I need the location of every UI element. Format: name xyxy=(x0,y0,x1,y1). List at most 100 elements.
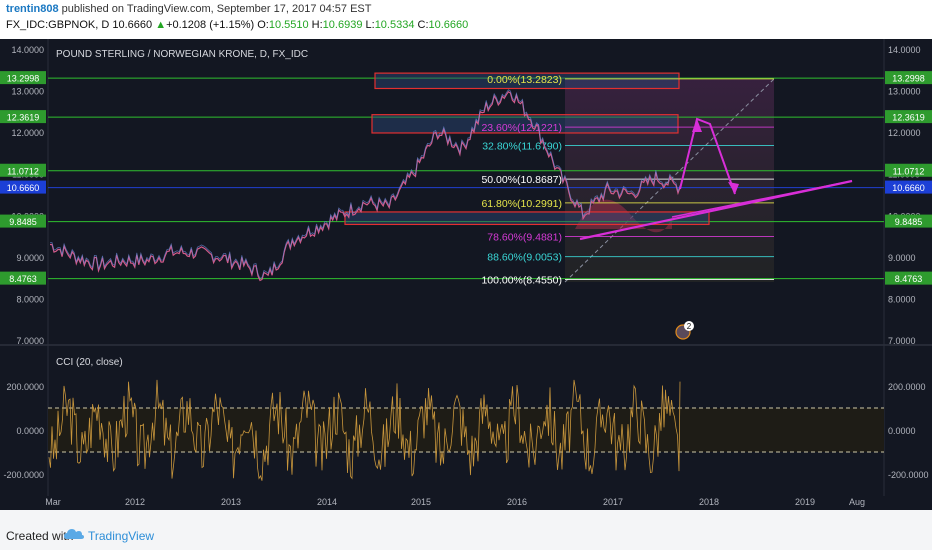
published-text: published on TradingView.com, September … xyxy=(61,3,372,15)
cci-title: CCI (20, close) xyxy=(56,357,123,368)
x-tick-label: 2017 xyxy=(603,497,623,507)
price-label-text: 12.3619 xyxy=(7,113,40,123)
last-price: 10.6660 xyxy=(112,19,153,31)
projection-arrow-path[interactable] xyxy=(679,117,736,195)
price-line-shadow xyxy=(50,89,681,279)
price-label-box xyxy=(0,214,46,228)
cci-series xyxy=(48,379,681,481)
symbol-name: FX_IDC:GBPNOK, D xyxy=(6,19,110,31)
fib-level-label: 78.60%(9.4881) xyxy=(487,232,562,244)
x-tick-label: 2013 xyxy=(221,497,241,507)
chart-frame[interactable]: 0.00%(13.2823) 23.60%(12.1221) 32.80%(11.6… xyxy=(0,39,932,510)
price-label-box xyxy=(885,214,932,228)
trendline-upper[interactable] xyxy=(671,180,853,218)
cci-y-tick-right: 0.0000 xyxy=(888,426,916,436)
price-label-text: 13.2998 xyxy=(892,74,925,84)
price-label-text: 10.6660 xyxy=(7,183,40,193)
footer: Created with TradingView xyxy=(0,510,932,550)
fib-level-label: 88.60%(9.0053) xyxy=(487,252,562,264)
y-tick-right: 14.0000 xyxy=(888,45,921,55)
price-label-text: 8.4763 xyxy=(9,274,37,284)
price-line xyxy=(50,90,681,282)
close-label: C: xyxy=(417,19,429,31)
author-link[interactable]: trentin808 xyxy=(6,3,59,15)
price-label-text: 11.0712 xyxy=(893,166,925,176)
cci-y-tick-left: 200.0000 xyxy=(6,382,44,392)
price-label-box xyxy=(0,180,46,194)
open-value: 10.5510 xyxy=(268,19,309,31)
price-label-text: 11.0712 xyxy=(7,166,39,176)
fibonacci-retracement: 0.00%(13.2823) 23.60%(12.1221) 32.80%(11.6… xyxy=(481,74,774,287)
x-tick-label: 2015 xyxy=(411,497,431,507)
price-label-box xyxy=(885,110,932,124)
price-label-box xyxy=(0,271,46,285)
cci-y-tick-right: -200.0000 xyxy=(888,470,929,480)
y-tick-left: 14.0000 xyxy=(11,45,44,55)
price-series xyxy=(50,89,681,282)
fib-level-label: 32.80%(11.6790) xyxy=(482,140,562,152)
open-label: O: xyxy=(257,19,269,31)
high-value: 10.6939 xyxy=(322,19,363,31)
cci-line xyxy=(48,379,681,481)
price-label-text: 12.3619 xyxy=(892,113,925,123)
price-label-text: 9.8485 xyxy=(895,217,923,227)
y-tick-left: 12.0000 xyxy=(11,128,44,138)
cci-y-tick-right: 200.0000 xyxy=(888,382,926,392)
fib-level-label: 23.60%(12.1221) xyxy=(481,122,562,134)
arrow-up-head-icon xyxy=(692,119,702,132)
zone-box[interactable] xyxy=(374,72,680,90)
horizontal-lines xyxy=(48,77,884,280)
y-tick-left: 9.0000 xyxy=(16,253,44,263)
y-tick-right: 7.0000 xyxy=(888,336,916,346)
fib-level-label: 61.80%(10.2991) xyxy=(481,198,562,210)
price-label-text: 10.6660 xyxy=(892,183,925,193)
price-label-box xyxy=(885,71,932,85)
tradingview-brand-link[interactable]: TradingView xyxy=(88,529,155,543)
close-value: 10.6660 xyxy=(428,19,469,31)
x-tick-label: Mar xyxy=(45,497,61,507)
low-value: 10.5334 xyxy=(374,19,415,31)
x-axis-ticks: Mar 2012 2013 2014 2015 2016 2017 2018 2019 Aug xyxy=(45,497,865,507)
price-labels: 13.2998 13.2998 12.3619 12.3619 11.0712 11.07… xyxy=(0,71,932,285)
fib-level-label: 0.00%(13.2823) xyxy=(487,74,562,86)
publish-line: trentin808 published on TradingView.com,… xyxy=(6,3,371,15)
event-count-badge xyxy=(684,321,694,331)
x-tick-label: 2014 xyxy=(317,497,337,507)
y-tick-right: 8.0000 xyxy=(888,294,916,304)
price-label-text: 13.2998 xyxy=(7,74,40,84)
fib-level-label: 100.00%(8.4550) xyxy=(481,275,562,287)
y-tick-left: 7.0000 xyxy=(16,336,44,346)
price-change: +0.1208 (+1.15%) xyxy=(166,19,255,31)
low-label: L: xyxy=(365,19,375,31)
y-tick-right: 9.0000 xyxy=(888,253,916,263)
y-tick-left: 8.0000 xyxy=(16,294,44,304)
symbol-line: FX_IDC:GBPNOK, D 10.6660 ▲+0.1208 (+1.15… xyxy=(6,19,468,31)
price-label-box xyxy=(885,163,932,177)
fib-level-label: 50.00%(10.8687) xyxy=(481,174,562,186)
arrow-down-head-icon xyxy=(728,182,739,194)
price-label-box xyxy=(0,71,46,85)
x-tick-label: 2018 xyxy=(699,497,719,507)
price-label-text: 8.4763 xyxy=(895,274,923,284)
chart-title: POUND STERLING / NORWEGIAN KRONE, D, FX_… xyxy=(56,49,308,60)
x-tick-label: 2012 xyxy=(125,497,145,507)
price-label-box xyxy=(0,110,46,124)
created-with-text: Created with xyxy=(6,529,74,543)
x-tick-label: 2019 xyxy=(795,497,815,507)
x-tick-label: Aug xyxy=(849,497,865,507)
price-chart[interactable]: 0.00%(13.2823) 23.60%(12.1221) 32.80%(11.6… xyxy=(0,39,932,510)
y-tick-right: 13.0000 xyxy=(888,87,921,97)
price-label-box xyxy=(885,180,932,194)
cci-y-tick-left: 0.0000 xyxy=(16,426,44,436)
zone-box[interactable] xyxy=(344,211,710,226)
up-triangle-icon: ▲ xyxy=(155,19,167,31)
price-label-text: 9.8485 xyxy=(9,217,37,227)
price-label-box xyxy=(885,271,932,285)
y-tick-left: 13.0000 xyxy=(11,87,44,97)
price-label-box xyxy=(0,163,46,177)
y-tick-right: 12.0000 xyxy=(888,128,921,138)
x-tick-label: 2016 xyxy=(507,497,527,507)
high-label: H: xyxy=(311,19,323,31)
cci-y-tick-left: -200.0000 xyxy=(3,470,44,480)
event-count: 2 xyxy=(687,322,692,331)
